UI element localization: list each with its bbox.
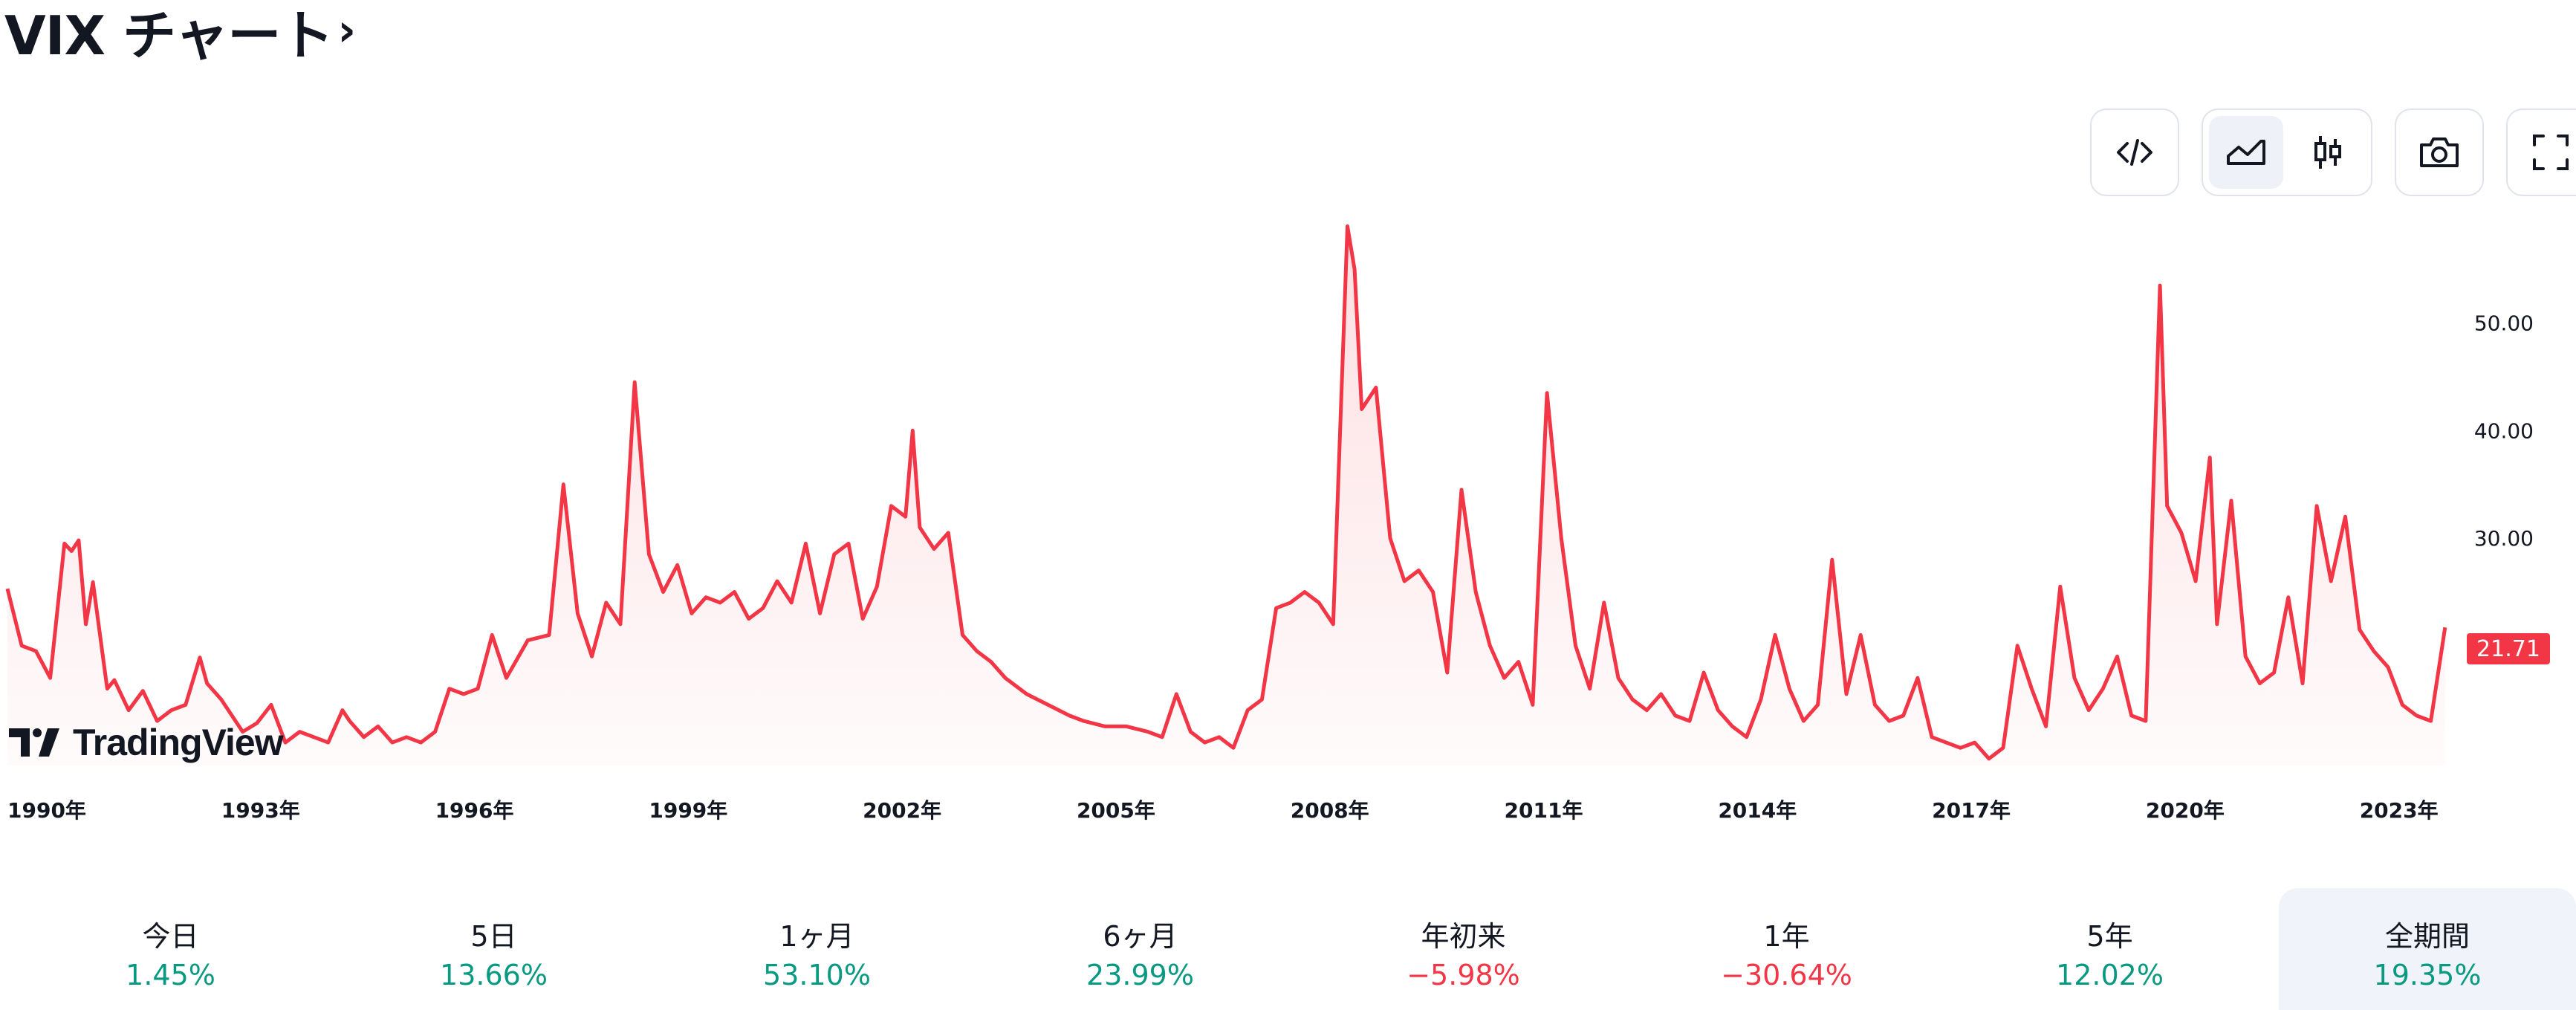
x-tick-label: 2014年 (1718, 798, 1797, 823)
stat-label: 今日 (142, 920, 199, 953)
x-tick-label: 2017年 (1932, 798, 2011, 823)
tradingview-logo-icon (9, 728, 59, 757)
code-icon (2117, 139, 2152, 166)
performance-tabs: 今日 1.45% 5日 13.66% 1ヶ月 53.10% 6ヶ月 23.99%… (0, 888, 2576, 1010)
stat-ytd[interactable]: 年初来 −5.98% (1302, 888, 1625, 1010)
stat-value: 12.02% (2056, 959, 2164, 991)
stat-5y[interactable]: 5年 12.02% (1948, 888, 2271, 1010)
area-style-button[interactable] (2209, 116, 2283, 189)
fullscreen-button[interactable] (2506, 109, 2576, 196)
chart-style-toggle (2202, 109, 2372, 196)
stat-value: 19.35% (2373, 959, 2482, 991)
x-tick-label: 2020年 (2146, 798, 2225, 823)
stat-label: 6ヶ月 (1103, 920, 1178, 953)
y-tick-label: 30.00 (2474, 526, 2534, 551)
x-tick-label: 2005年 (1077, 798, 1155, 823)
x-tick-label: 1996年 (435, 798, 514, 823)
stat-label: 年初来 (1421, 920, 1506, 953)
x-tick-label: 1990年 (7, 798, 86, 823)
tradingview-logo[interactable]: TradingView (9, 721, 284, 764)
stat-label: 5日 (470, 920, 517, 953)
stat-value: −30.64% (1721, 959, 1852, 991)
page-title-text: VIX チャート (4, 4, 334, 67)
series-line (5, 224, 2447, 761)
stat-value: 53.10% (763, 959, 871, 991)
y-tick-label: 50.00 (2474, 311, 2534, 336)
x-tick-label: 2011年 (1505, 798, 1583, 823)
page-title[interactable]: VIX チャート › (4, 0, 356, 67)
stat-value: 23.99% (1086, 959, 1194, 991)
embed-button[interactable] (2090, 109, 2179, 196)
area-chart-icon (2227, 140, 2265, 165)
logo-text: TradingView (73, 722, 284, 763)
x-tick-label: 1999年 (649, 798, 727, 823)
x-tick-label: 2023年 (2360, 798, 2439, 823)
stat-today[interactable]: 今日 1.45% (9, 888, 332, 1010)
stat-value: −5.98% (1407, 959, 1520, 991)
x-tick-label: 2002年 (863, 798, 941, 823)
last-price-label: 21.71 (2467, 633, 2550, 664)
stat-1y[interactable]: 1年 −30.64% (1625, 888, 1948, 1010)
candlestick-icon (2314, 136, 2341, 169)
chevron-right-icon: › (337, 4, 356, 56)
area-fill (7, 226, 2445, 765)
y-tick-label: 40.00 (2474, 418, 2534, 443)
x-tick-label: 2008年 (1291, 798, 1369, 823)
stat-5d[interactable]: 5日 13.66% (332, 888, 655, 1010)
stat-all-time[interactable]: 全期間 19.35% (2279, 888, 2576, 1010)
stat-value: 1.45% (126, 959, 215, 991)
camera-icon (2420, 137, 2459, 167)
stat-label: 1年 (1763, 920, 1810, 953)
stat-1m[interactable]: 1ヶ月 53.10% (655, 888, 979, 1010)
stat-label: 全期間 (2384, 920, 2470, 953)
stat-label: 1ヶ月 (779, 920, 854, 953)
candle-style-button[interactable] (2291, 116, 2365, 189)
x-tick-label: 1993年 (221, 798, 300, 823)
stat-value: 13.66% (440, 959, 548, 991)
stat-label: 5年 (2086, 920, 2133, 953)
fullscreen-icon (2533, 135, 2569, 170)
stat-6m[interactable]: 6ヶ月 23.99% (979, 888, 1302, 1010)
snapshot-button[interactable] (2395, 109, 2484, 196)
